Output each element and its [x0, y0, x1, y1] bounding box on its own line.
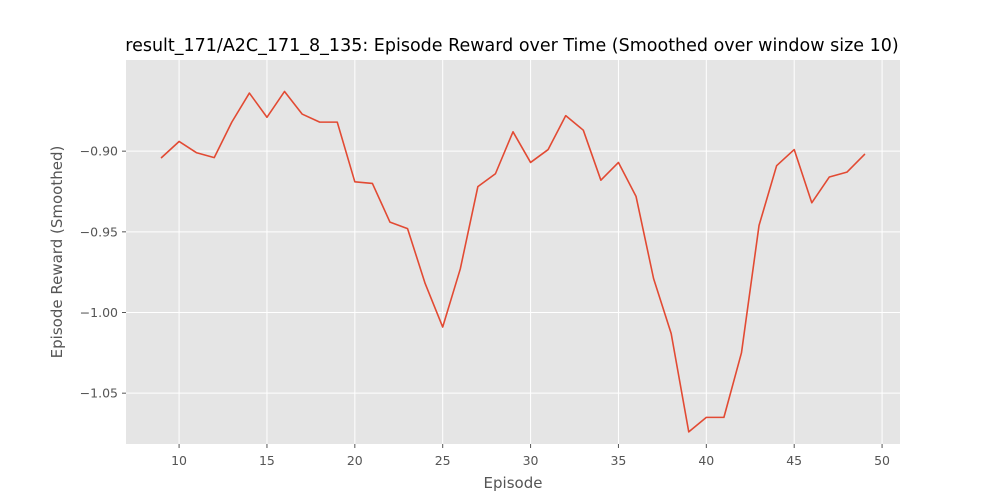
y-tick-label: −1.05: [80, 386, 118, 401]
x-axis-label: Episode: [484, 474, 543, 492]
x-tick-label: 30: [523, 453, 539, 468]
plot-area: [126, 60, 900, 444]
x-grid: [178, 60, 883, 444]
series-line: [160, 90, 866, 433]
x-tick-label: 10: [171, 453, 187, 468]
y-grid: [126, 150, 900, 394]
y-tick-label: −0.90: [80, 144, 118, 159]
x-tick-label: 25: [435, 453, 451, 468]
x-tick-label: 45: [786, 453, 802, 468]
y-axis-ticks: −1.05 −1.00 −0.95 −0.90: [80, 144, 126, 401]
y-tick-label: −0.95: [80, 224, 118, 239]
x-tick-label: 40: [698, 453, 714, 468]
x-tick-label: 50: [874, 453, 890, 468]
series-group: [160, 90, 866, 433]
x-tick-label: 20: [347, 453, 363, 468]
chart-title: result_171/A2C_171_8_135: Episode Reward…: [125, 36, 898, 56]
x-axis-ticks: 10 15 20 25 30 35 40 45 50: [171, 444, 890, 468]
x-tick-label: 15: [259, 453, 275, 468]
y-tick-label: −1.00: [80, 305, 118, 320]
x-tick-label: 35: [610, 453, 626, 468]
y-axis-label: Episode Reward (Smoothed): [48, 146, 66, 359]
